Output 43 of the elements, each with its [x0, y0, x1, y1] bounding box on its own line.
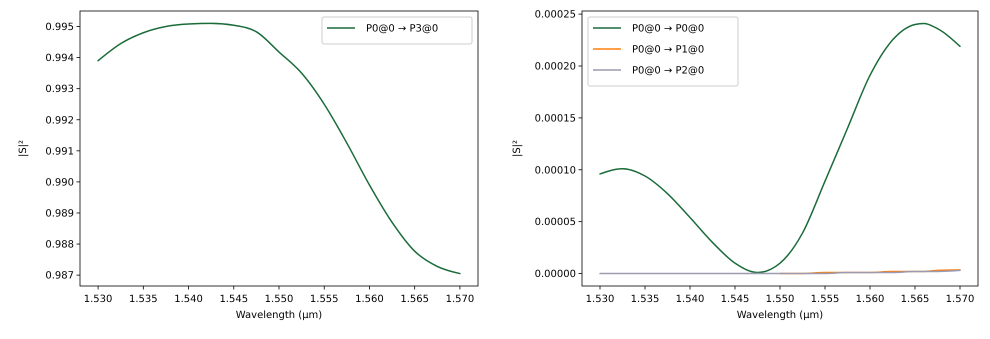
x-tick-label: 1.555 [810, 294, 840, 305]
x-tick-label: 1.535 [129, 294, 158, 305]
x-tick-label: 1.565 [900, 294, 930, 305]
legend-label: P0@0 → P3@0 [366, 24, 438, 34]
y-tick-label: 0.992 [45, 115, 74, 126]
x-tick-label: 1.535 [630, 294, 660, 305]
x-tick-label: 1.560 [355, 294, 384, 305]
y-tick-label: 0.00005 [534, 217, 576, 228]
y-tick-label: 0.994 [45, 53, 74, 64]
y-tick-label: 0.987 [45, 270, 74, 282]
legend-label: P0@0 → P1@0 [632, 44, 704, 56]
legend-label: P0@0 → P0@0 [632, 24, 704, 34]
legend-label: P0@0 → P2@0 [632, 66, 704, 76]
y-axis-title: |S|² [512, 140, 523, 158]
y-tick-label: 0.00015 [534, 113, 576, 124]
x-tick-label: 1.540 [174, 294, 203, 305]
y-tick-label: 0.991 [45, 146, 74, 158]
y-tick-label: 0.988 [45, 240, 74, 251]
x-axis-title: Wavelength (µm) [736, 310, 824, 321]
x-tick-label: 1.570 [446, 294, 474, 305]
y-axis-title: |S|² [18, 140, 29, 158]
x-tick-label: 1.540 [676, 294, 704, 305]
line-series [97, 22, 461, 274]
x-axis-title: Wavelength (µm) [236, 310, 322, 321]
y-tick-label: 0.990 [45, 177, 74, 188]
x-tick-label: 1.555 [310, 294, 339, 305]
x-tick-label: 1.560 [856, 294, 884, 305]
y-tick-label: 0.995 [45, 22, 74, 34]
line-series [599, 22, 961, 274]
x-tick-label: 1.550 [766, 294, 794, 305]
x-tick-label: 1.530 [84, 294, 112, 305]
y-tick-label: 0.993 [45, 84, 74, 96]
y-tick-label: 0.00010 [534, 165, 576, 176]
x-tick-label: 1.565 [400, 294, 429, 305]
y-tick-label: 0.00020 [534, 62, 576, 72]
x-tick-label: 1.545 [720, 294, 750, 305]
y-tick-label: 0.00025 [534, 10, 576, 21]
x-tick-label: 1.545 [219, 294, 248, 305]
x-tick-label: 1.550 [264, 294, 294, 305]
x-tick-label: 1.570 [946, 294, 974, 305]
y-tick-label: 0.989 [45, 208, 74, 220]
x-tick-label: 1.530 [586, 294, 614, 305]
y-tick-label: 0.00000 [534, 269, 576, 280]
